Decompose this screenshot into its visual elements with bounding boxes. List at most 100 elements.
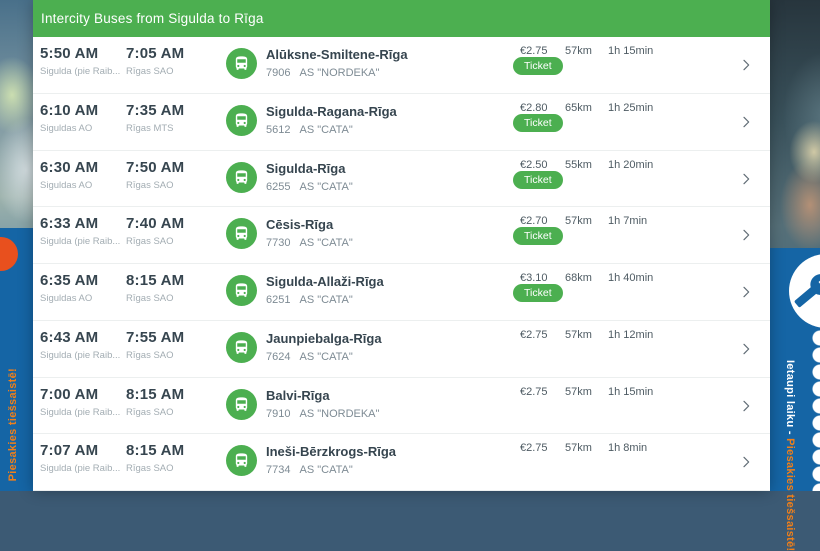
bus-route-row[interactable]: 6:10 AM Siguldas AO 7:35 AM Rīgas MTS Si…: [33, 93, 770, 151]
departure-time: 5:50 AM: [40, 45, 99, 62]
carrier-name: AS "CATA": [299, 180, 353, 193]
arrival-column: 7:50 AM Rīgas SAO: [126, 159, 184, 191]
route-column: Cēsis-Rīga 7730 AS "CATA": [266, 217, 353, 249]
arrival-column: 8:15 AM Rīgas SAO: [126, 442, 184, 474]
arrival-time: 7:35 AM: [126, 101, 185, 119]
results-header: Intercity Buses from Sigulda to Rīga: [33, 0, 770, 37]
ticket-button[interactable]: Ticket: [513, 57, 563, 75]
departure-column: 6:43 AM Sigulda (pie Raib...: [40, 329, 120, 361]
departure-column: 6:33 AM Sigulda (pie Raib...: [40, 215, 120, 247]
trip-number: 5612: [266, 123, 291, 136]
trip-number: 7906: [266, 67, 291, 79]
arrival-column: 8:15 AM Rīgas SAO: [126, 386, 184, 418]
chevron-right-icon[interactable]: [738, 171, 754, 187]
bus-route-row[interactable]: 6:43 AM Sigulda (pie Raib... 7:55 AM Rīg…: [33, 320, 770, 378]
ticket-button[interactable]: Ticket: [513, 227, 563, 246]
route-name: Alūksne-Smiltene-Rīga: [266, 47, 408, 62]
bus-icon: [226, 445, 257, 477]
arrival-column: 7:55 AM Rīgas SAO: [126, 329, 184, 361]
duration: 1h 8min: [608, 442, 648, 455]
bus-icon: [226, 104, 257, 136]
bus-route-row[interactable]: 7:07 AM Sigulda (pie Raib... 8:15 AM Rīg…: [33, 434, 770, 491]
distance: 55km: [565, 158, 592, 171]
departure-stop: Sigulda (pie Raib...: [40, 66, 121, 77]
arrival-column: 7:40 AM Rīgas SAO: [126, 215, 184, 247]
arrival-time: 8:15 AM: [126, 442, 185, 460]
departure-stop: Sigulda (pie Raib...: [40, 349, 121, 361]
ticket-button[interactable]: Ticket: [513, 113, 563, 132]
trip-number: 6255: [266, 180, 291, 193]
carrier-name: AS "CATA": [299, 294, 353, 306]
bus-icon: [226, 48, 257, 79]
bus-route-row[interactable]: 6:30 AM Siguldas AO 7:50 AM Rīgas SAO Si…: [33, 150, 770, 208]
route-name: Jaunpiebalga-Rīga: [266, 330, 382, 346]
departure-column: 6:35 AM Siguldas AO: [40, 272, 98, 304]
arrival-time: 8:15 AM: [126, 272, 185, 289]
promo-circle-decoration: [0, 237, 18, 271]
price: €2.75: [520, 385, 548, 398]
chevron-right-icon[interactable]: [738, 284, 754, 300]
price: €3.10: [520, 272, 548, 284]
duration: 1h 7min: [608, 215, 648, 228]
trip-number: 7730: [266, 237, 291, 250]
arrival-stop: Rīgas SAO: [126, 179, 174, 191]
route-name: Cēsis-Rīga: [266, 217, 334, 233]
chevron-right-icon[interactable]: [738, 341, 754, 357]
route-column: Sigulda-Rīga 6255 AS "CATA": [266, 161, 353, 193]
distance: 57km: [565, 385, 592, 398]
bus-route-row[interactable]: 6:35 AM Siguldas AO 8:15 AM Rīgas SAO Si…: [33, 264, 770, 321]
arrival-time: 7:40 AM: [126, 215, 185, 233]
duration: 1h 20min: [608, 158, 654, 171]
left-promo-banner[interactable]: Piesakies tiešsaistē!: [0, 228, 33, 491]
chevron-right-icon[interactable]: [738, 454, 754, 470]
bus-route-row[interactable]: 5:50 AM Sigulda (pie Raib... 7:05 AM Rīg…: [33, 37, 770, 94]
departure-stop: Sigulda (pie Raib...: [40, 463, 121, 475]
carrier-name: AS "NORDEKA": [299, 67, 380, 79]
right-promo-text-orange: Piesakies tiešsaistē!: [784, 438, 796, 551]
chevron-right-icon[interactable]: [738, 398, 754, 414]
departure-stop: Sigulda (pie Raib...: [40, 236, 121, 248]
duration: 1h 12min: [608, 328, 654, 341]
departure-column: 5:50 AM Sigulda (pie Raib...: [40, 45, 120, 77]
arrival-stop: Rīgas SAO: [126, 406, 174, 418]
bus-route-row[interactable]: 7:00 AM Sigulda (pie Raib... 8:15 AM Rīg…: [33, 377, 770, 435]
departure-time: 6:43 AM: [40, 328, 99, 346]
arrival-stop: Rīgas SAO: [126, 293, 174, 304]
trip-number: 7624: [266, 350, 291, 363]
ticket-button[interactable]: Ticket: [513, 170, 563, 189]
trip-number: 7910: [266, 407, 291, 420]
chevron-right-icon[interactable]: [738, 114, 754, 130]
duration: 1h 25min: [608, 101, 654, 114]
bus-icon: [226, 161, 257, 193]
price: €2.75: [520, 45, 548, 57]
departure-stop: Sigulda (pie Raib...: [40, 406, 121, 418]
page-title: Intercity Buses from Sigulda to Rīga: [41, 11, 264, 26]
trip-number: 7734: [266, 464, 291, 477]
carrier-name: AS "NORDEKA": [299, 407, 380, 420]
distance: 65km: [565, 101, 592, 114]
departure-column: 7:07 AM Sigulda (pie Raib...: [40, 442, 120, 474]
right-promo-text-white: Ietaupi laiku -: [784, 360, 796, 439]
departure-time: 6:35 AM: [40, 272, 99, 289]
bus-icon: [226, 388, 257, 420]
chevron-right-icon[interactable]: [738, 57, 754, 73]
arrival-column: 8:15 AM Rīgas SAO: [126, 272, 184, 304]
route-column: Sigulda-Ragana-Rīga 5612 AS "CATA": [266, 104, 397, 136]
price: €2.80: [520, 101, 548, 114]
arrival-stop: Rīgas SAO: [126, 66, 174, 77]
arrival-stop: Rīgas MTS: [126, 122, 174, 134]
departure-column: 6:30 AM Siguldas AO: [40, 159, 98, 191]
route-name: Sigulda-Ragana-Rīga: [266, 103, 397, 119]
arrival-stop: Rīgas SAO: [126, 463, 174, 475]
carrier-name: AS "CATA": [299, 350, 353, 363]
price: €2.75: [520, 442, 548, 455]
arrival-time: 7:55 AM: [126, 328, 185, 346]
ticket-button[interactable]: Ticket: [513, 284, 563, 302]
chevron-right-icon[interactable]: [738, 227, 754, 243]
bus-route-row[interactable]: 6:33 AM Sigulda (pie Raib... 7:40 AM Rīg…: [33, 207, 770, 264]
distance: 57km: [565, 215, 592, 228]
departure-column: 7:00 AM Sigulda (pie Raib...: [40, 386, 120, 418]
arrival-column: 7:35 AM Rīgas MTS: [126, 102, 184, 134]
right-promo-banner[interactable]: Ietaupi laiku - Piesakies tiešsaistē!: [770, 248, 820, 551]
distance: 57km: [565, 45, 592, 57]
